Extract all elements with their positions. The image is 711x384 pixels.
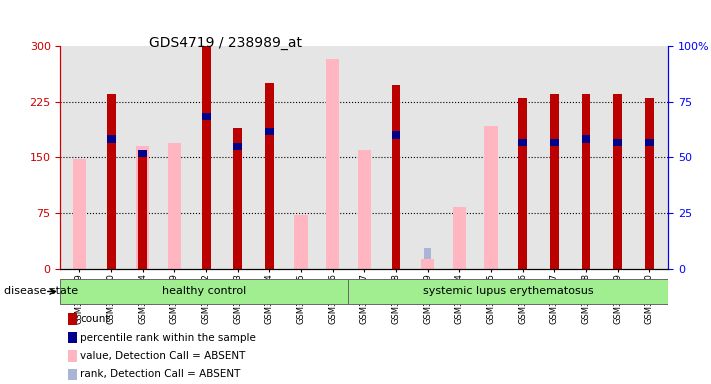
Bar <box>136 146 149 269</box>
Bar <box>645 98 654 269</box>
Bar <box>645 139 654 146</box>
Bar <box>171 159 178 269</box>
Bar <box>202 46 210 269</box>
Bar <box>392 85 400 269</box>
Bar <box>582 135 590 142</box>
Text: percentile rank within the sample: percentile rank within the sample <box>80 333 256 343</box>
Bar <box>614 139 622 146</box>
Bar <box>518 139 527 146</box>
Bar <box>392 131 400 139</box>
Bar <box>233 128 242 269</box>
Text: GDS4719 / 238989_at: GDS4719 / 238989_at <box>149 36 302 50</box>
Bar <box>233 142 242 150</box>
Bar <box>139 157 147 269</box>
Bar <box>453 207 466 269</box>
Bar <box>294 215 308 269</box>
Bar <box>358 150 371 269</box>
Bar <box>107 135 115 142</box>
Text: healthy control: healthy control <box>162 286 247 296</box>
Bar <box>582 94 590 269</box>
Bar <box>202 113 210 120</box>
Bar <box>614 94 622 269</box>
Bar <box>265 83 274 269</box>
Bar <box>518 98 527 269</box>
Text: systemic lupus erythematosus: systemic lupus erythematosus <box>423 286 594 296</box>
Bar <box>168 142 181 269</box>
Bar <box>456 207 463 269</box>
Bar <box>550 94 559 269</box>
Bar <box>326 59 339 269</box>
Text: rank, Detection Call = ABSENT: rank, Detection Call = ABSENT <box>80 369 241 379</box>
Bar <box>73 159 86 269</box>
Bar <box>424 248 431 269</box>
Bar <box>421 259 434 269</box>
Text: disease state: disease state <box>4 286 77 296</box>
Text: count: count <box>80 314 109 324</box>
Bar <box>484 126 498 269</box>
Bar <box>107 94 115 269</box>
Bar <box>550 139 559 146</box>
Bar <box>348 279 668 304</box>
Bar <box>139 150 147 157</box>
Bar <box>488 157 495 269</box>
Bar <box>60 279 348 304</box>
Bar <box>265 128 274 135</box>
Text: value, Detection Call = ABSENT: value, Detection Call = ABSENT <box>80 351 246 361</box>
